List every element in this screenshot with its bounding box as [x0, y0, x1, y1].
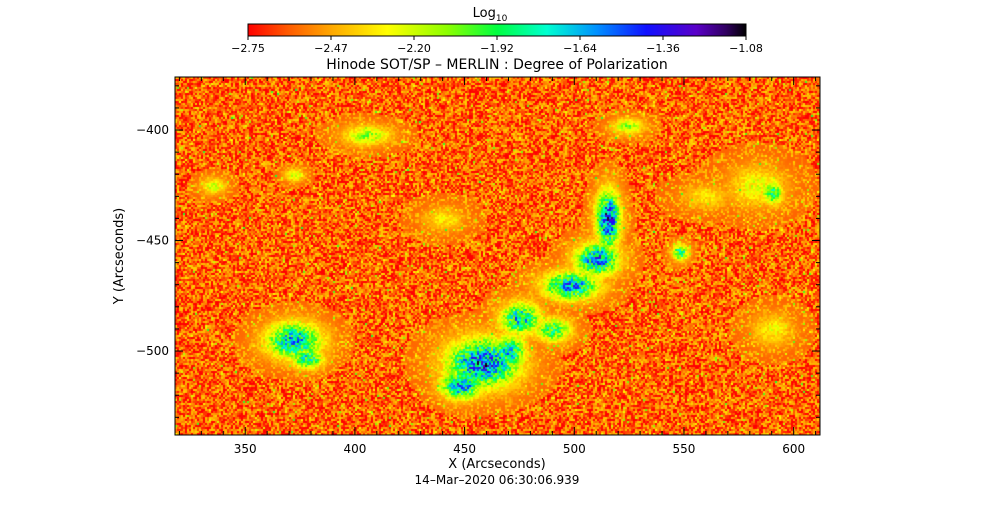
y-axis: −400 −450 −500 [136, 85, 820, 418]
colorbar-label-base: Log [473, 6, 496, 21]
y-tick-label: −500 [136, 344, 169, 358]
colorbar-tick-label: −2.20 [397, 42, 431, 55]
colorbar-tick-label: −1.64 [563, 42, 597, 55]
x-tick-label: 350 [234, 442, 257, 456]
x-axis: 350 400 450 500 550 600 [178, 77, 817, 456]
colorbar-tick-label: −2.47 [314, 42, 348, 55]
y-tick-label: −400 [136, 123, 169, 137]
x-tick-label: 450 [453, 442, 476, 456]
colorbar: Log10 −2.75 −2.47 −2.20 −1.92 −1.64 −1.36 −1.0… [231, 6, 763, 55]
heatmap-image [175, 77, 820, 435]
x-tick-label: 400 [343, 442, 366, 456]
colorbar-tick-label: −1.36 [646, 42, 680, 55]
chart-title: Hinode SOT/SP – MERLIN : Degree of Polar… [326, 57, 668, 73]
colorbar-label-subscript: 10 [496, 14, 508, 24]
heatmap-container [175, 77, 820, 435]
x-axis-label: X (Arcseconds) [448, 457, 545, 472]
colorbar-label: Log10 [473, 6, 508, 24]
y-axis-label: Y (Arcseconds) [112, 208, 127, 305]
colorbar-tick-label: −1.08 [729, 42, 763, 55]
y-tick-label: −450 [136, 234, 169, 248]
x-tick-label: 500 [563, 442, 586, 456]
colorbar-tick-label: −2.75 [231, 42, 265, 55]
colorbar-ticks: −2.75 −2.47 −2.20 −1.92 −1.64 −1.36 −1.08 [231, 36, 763, 55]
x-tick-label: 600 [782, 442, 805, 456]
x-tick-label: 550 [673, 442, 696, 456]
colorbar-bar [247, 23, 747, 37]
plot-frame [174, 76, 821, 436]
colorbar-tick-label: −1.92 [480, 42, 514, 55]
timestamp: 14–Mar–2020 06:30:06.939 [415, 473, 580, 487]
